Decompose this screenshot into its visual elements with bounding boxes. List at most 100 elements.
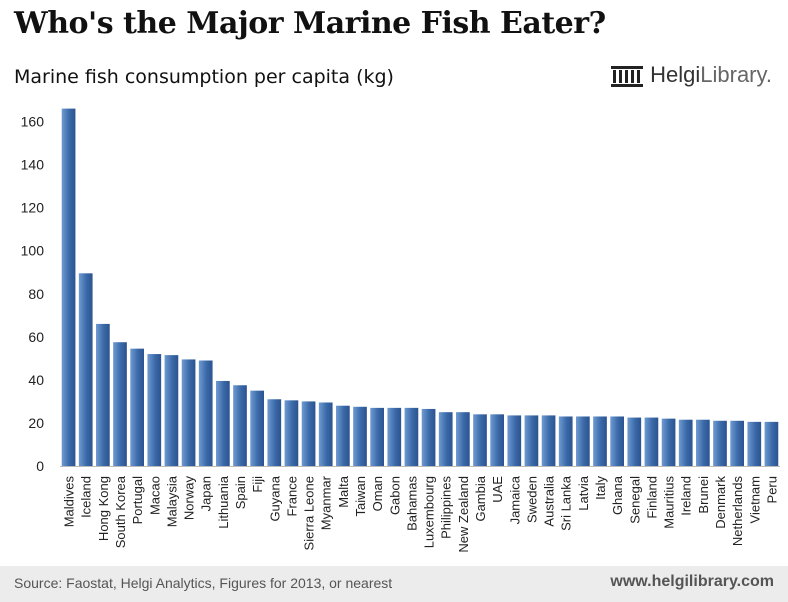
- bar-italy[interactable]: [593, 416, 607, 466]
- bar-oman[interactable]: [370, 407, 384, 466]
- bar-fiji[interactable]: [250, 390, 264, 466]
- bar-ireland[interactable]: [678, 419, 693, 466]
- x-tick-label: Spain: [233, 476, 248, 509]
- x-tick-label: Fiji: [250, 476, 265, 493]
- x-tick-label: Sri Lanka: [559, 475, 574, 531]
- bar-denmark[interactable]: [713, 420, 727, 466]
- x-tick-label: UAE: [490, 476, 505, 503]
- bar-latvia[interactable]: [576, 416, 590, 466]
- bar-jamaica[interactable]: [507, 415, 522, 466]
- bar-maldives[interactable]: [61, 108, 76, 467]
- x-tick-label: Ireland: [679, 476, 694, 516]
- bar-sierra-leone[interactable]: [301, 401, 316, 466]
- x-tick-label: Jamaica: [507, 475, 522, 524]
- x-tick-label: Finland: [644, 476, 659, 519]
- y-tick-label: 160: [21, 114, 45, 130]
- bar-new-zealand[interactable]: [456, 412, 470, 466]
- x-tick-label: South Korea: [113, 475, 128, 548]
- x-tick-label: Gabon: [387, 476, 402, 515]
- bar-sri-lanka[interactable]: [558, 416, 573, 466]
- bar-portugal[interactable]: [130, 348, 144, 466]
- x-tick-label: Oman: [370, 476, 385, 511]
- helgi-library-logo[interactable]: HelgiLibrary.: [610, 62, 772, 88]
- x-tick-label: Denmark: [713, 476, 728, 529]
- bar-japan[interactable]: [198, 360, 213, 466]
- x-tick-label: Taiwan: [353, 476, 368, 516]
- bar-gabon[interactable]: [387, 407, 402, 466]
- bar-brunei[interactable]: [696, 419, 710, 466]
- y-tick-label: 20: [28, 415, 44, 431]
- x-tick-label: Hong Kong: [96, 476, 111, 541]
- y-tick-label: 80: [28, 286, 44, 302]
- bar-norway[interactable]: [181, 359, 196, 466]
- x-tick-label: Philippines: [439, 476, 454, 539]
- x-tick-label: Myanmar: [319, 475, 334, 530]
- x-tick-label: Guyana: [267, 475, 282, 521]
- bar-ghana[interactable]: [610, 416, 624, 466]
- x-tick-label: Malaysia: [164, 475, 179, 527]
- logo-brand: Helgi: [650, 62, 701, 87]
- x-tick-label: Macao: [147, 476, 162, 515]
- x-tick-label: Sierra Leone: [302, 476, 317, 550]
- bar-malaysia[interactable]: [164, 355, 179, 466]
- bar-malta[interactable]: [336, 405, 350, 466]
- bar-iceland[interactable]: [78, 273, 93, 466]
- bar-netherlands[interactable]: [730, 420, 744, 466]
- footer-bar: [0, 566, 788, 602]
- x-tick-label: Sweden: [524, 476, 539, 523]
- bar-macao[interactable]: [147, 354, 162, 466]
- bar-australia[interactable]: [541, 415, 556, 466]
- x-tick-label: Vietnam: [747, 476, 762, 523]
- x-tick-label: Iceland: [79, 476, 94, 518]
- library-columns-icon: [611, 66, 644, 87]
- y-tick-label: 0: [36, 458, 44, 474]
- bar-senegal[interactable]: [627, 417, 642, 466]
- y-tick-label: 60: [28, 329, 44, 345]
- x-tick-label: France: [284, 476, 299, 516]
- bar-finland[interactable]: [644, 417, 659, 466]
- bar-taiwan[interactable]: [353, 406, 367, 466]
- website-link[interactable]: www.helgilibrary.com: [610, 573, 774, 590]
- x-tick-label: Latvia: [576, 475, 591, 510]
- x-tick-label: Japan: [199, 476, 214, 511]
- bar-gambia[interactable]: [473, 414, 487, 466]
- x-tick-label: Brunei: [696, 476, 711, 514]
- bar-uae[interactable]: [490, 414, 504, 466]
- bar-guyana[interactable]: [267, 399, 282, 466]
- bar-bahamas[interactable]: [404, 407, 419, 466]
- x-tick-label: Malta: [336, 475, 351, 508]
- bar-south-korea[interactable]: [113, 342, 127, 466]
- chart-title: Who's the Major Marine Fish Eater?: [14, 6, 606, 41]
- logo-rest: Library.: [700, 62, 772, 87]
- x-tick-label: Mauritius: [662, 476, 677, 529]
- bar-mauritius[interactable]: [661, 418, 676, 466]
- x-tick-label: New Zealand: [456, 476, 471, 553]
- x-tick-label: Senegal: [627, 476, 642, 524]
- x-tick-label: Luxembourg: [422, 476, 437, 548]
- y-tick-label: 40: [28, 372, 44, 388]
- bar-spain[interactable]: [233, 385, 247, 466]
- bar-peru[interactable]: [764, 421, 779, 466]
- x-tick-label: Australia: [542, 475, 557, 526]
- bar-france[interactable]: [284, 400, 299, 466]
- bar-myanmar[interactable]: [318, 402, 333, 466]
- x-tick-label: Maldives: [62, 476, 77, 528]
- bar-philippines[interactable]: [438, 412, 453, 466]
- bar-luxembourg[interactable]: [421, 408, 436, 466]
- x-tick-label: Italy: [593, 476, 608, 500]
- bar-sweden[interactable]: [524, 415, 539, 466]
- bar-vietnam[interactable]: [747, 421, 762, 466]
- logo-text: HelgiLibrary.: [650, 62, 772, 88]
- source-note: Source: Faostat, Helgi Analytics, Figure…: [14, 575, 393, 591]
- x-tick-label: Portugal: [130, 476, 145, 525]
- bar-lithuania[interactable]: [216, 380, 230, 466]
- x-tick-label: Bahamas: [404, 476, 419, 531]
- x-tick-label: Norway: [182, 476, 197, 521]
- y-tick-label: 140: [21, 157, 45, 173]
- bar-chart: 0 20 40 60 80 100 120 140 160 Maldives Iceland Hong…: [21, 108, 780, 553]
- x-tick-label: Lithuania: [216, 475, 231, 529]
- x-tick-label: Ghana: [610, 475, 625, 515]
- bar-hong-kong[interactable]: [96, 323, 110, 466]
- y-tick-label: 100: [21, 243, 45, 259]
- x-tick-label: Netherlands: [730, 476, 745, 547]
